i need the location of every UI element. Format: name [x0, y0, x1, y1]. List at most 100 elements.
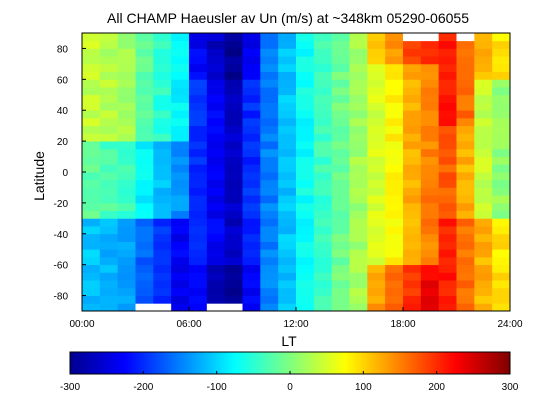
- heatmap-cell: [153, 141, 172, 150]
- heatmap-cell: [242, 156, 261, 165]
- heatmap-cell: [206, 94, 226, 103]
- heatmap-cell: [492, 156, 511, 165]
- heatmap-cell: [206, 303, 226, 312]
- heatmap-cell: [492, 202, 511, 212]
- heatmap-cell: [492, 210, 511, 219]
- heatmap-cell: [117, 172, 136, 181]
- heatmap-cell: [456, 71, 475, 80]
- heatmap-cell: [385, 256, 404, 266]
- heatmap-cell: [492, 179, 511, 188]
- heatmap-cell: [82, 48, 101, 57]
- heatmap-cell: [456, 48, 475, 57]
- heatmap-cell: [82, 210, 101, 219]
- heatmap-cell: [189, 295, 208, 304]
- heatmap-cell: [331, 33, 350, 42]
- heatmap-cell: [135, 303, 154, 312]
- heatmap-cell: [171, 141, 190, 150]
- heatmap-cell: [349, 94, 368, 103]
- heatmap-cell: [135, 48, 154, 57]
- heatmap-cell: [474, 148, 493, 157]
- heatmap-cell: [474, 187, 493, 196]
- heatmap-cell: [385, 210, 404, 219]
- heatmap-cell: [438, 56, 457, 65]
- heatmap-cell: [403, 56, 422, 65]
- heatmap-cell: [260, 295, 279, 304]
- heatmap-cell: [367, 71, 386, 80]
- heatmap-cell: [117, 102, 136, 111]
- heatmap-cell: [313, 164, 333, 173]
- heatmap-cell: [189, 264, 208, 273]
- heatmap-cell: [456, 202, 475, 212]
- heatmap-cell: [313, 187, 333, 196]
- heatmap-cell: [313, 202, 333, 212]
- heatmap-cell: [456, 63, 475, 73]
- heatmap-cell: [331, 125, 350, 134]
- heatmap-cell: [224, 117, 243, 127]
- heatmap-cell: [296, 179, 315, 188]
- heatmap-cell: [438, 110, 457, 119]
- heatmap-cell: [313, 94, 333, 103]
- heatmap-cell: [260, 218, 279, 227]
- heatmap-cell: [313, 133, 333, 142]
- heatmap-cell: [99, 71, 119, 80]
- heatmap-cell: [474, 202, 493, 212]
- y-axis-title: Latitude: [31, 151, 47, 201]
- heatmap-cell: [117, 295, 136, 304]
- heatmap-cell: [456, 164, 475, 173]
- heatmap-cell: [260, 71, 279, 80]
- heatmap-cell: [206, 179, 226, 188]
- heatmap-cell: [331, 210, 350, 219]
- heatmap-cell: [153, 110, 172, 119]
- heatmap-cell: [296, 148, 315, 157]
- heatmap-cell: [403, 256, 422, 266]
- x-tick-label: 18:00: [390, 319, 415, 330]
- heatmap-cell: [135, 218, 154, 227]
- heatmap-cell: [82, 256, 101, 266]
- heatmap-cell: [456, 79, 475, 88]
- heatmap-cell: [474, 226, 493, 235]
- heatmap-cell: [349, 63, 368, 73]
- heatmap-cell: [99, 233, 119, 242]
- y-tick-label: 0: [62, 168, 68, 179]
- heatmap-cell: [331, 133, 350, 142]
- heatmap-cell: [456, 33, 475, 42]
- heatmap-cell: [403, 148, 422, 157]
- heatmap-cell: [349, 249, 368, 258]
- heatmap-cell: [206, 241, 226, 250]
- heatmap-cell: [260, 280, 279, 289]
- heatmap-cell: [117, 79, 136, 88]
- heatmap-cell: [349, 179, 368, 188]
- heatmap-cell: [189, 56, 208, 65]
- heatmap-cell: [492, 87, 511, 96]
- heatmap-cell: [171, 172, 190, 181]
- heatmap-cell: [242, 241, 261, 250]
- heatmap-cell: [420, 264, 440, 273]
- heatmap-cell: [278, 226, 297, 235]
- heatmap-cell: [189, 40, 208, 49]
- colorbar-tick-label: -100: [207, 382, 227, 393]
- heatmap-cell: [349, 241, 368, 250]
- heatmap-cell: [153, 295, 172, 304]
- heatmap-cell: [224, 133, 243, 142]
- heatmap-cell: [474, 94, 493, 103]
- heatmap-cell: [278, 202, 297, 212]
- heatmap-cell: [171, 117, 190, 127]
- heatmap-cell: [313, 303, 333, 312]
- heatmap-cell: [420, 56, 440, 65]
- heatmap-cell: [385, 295, 404, 304]
- heatmap-cell: [474, 256, 493, 266]
- y-tick-label: 80: [57, 44, 69, 55]
- heatmap-cell: [224, 287, 243, 296]
- heatmap-cell: [438, 287, 457, 296]
- heatmap-cell: [313, 210, 333, 219]
- heatmap-cell: [153, 264, 172, 273]
- heatmap-cell: [456, 303, 475, 312]
- heatmap-cell: [278, 94, 297, 103]
- heatmap-cell: [313, 125, 333, 134]
- heatmap-cell: [313, 272, 333, 281]
- heatmap-cell: [331, 79, 350, 88]
- heatmap-cell: [331, 179, 350, 188]
- heatmap-cell: [296, 233, 315, 242]
- heatmap-cell: [420, 287, 440, 296]
